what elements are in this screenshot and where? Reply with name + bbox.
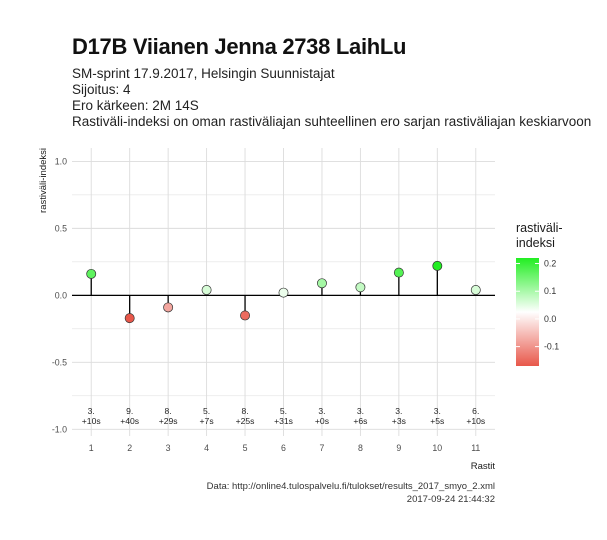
point-label: 3. — [434, 406, 441, 416]
point-label: 3. — [395, 406, 402, 416]
plot-axes: 1.0 0.5 0.0 -0.5 -1.0 1 2 3 4 5 6 7 8 9 10 11 Rastit rast… — [38, 148, 495, 472]
point-label: 8. — [165, 406, 172, 416]
x-tick-label: 11 — [471, 443, 480, 453]
point-label: 5. — [280, 406, 287, 416]
y-tick-label: 0.0 — [55, 290, 67, 300]
point-label: 3. — [357, 406, 364, 416]
point-label: +5s — [430, 416, 444, 426]
point-label: 8. — [241, 406, 248, 416]
x-tick-label: 7 — [320, 443, 325, 453]
legend-tick-label: 0.1 — [544, 286, 556, 296]
legend-colorbar — [516, 258, 539, 366]
subtitle-line-description: Rastiväli-indeksi on oman rastiväliajan … — [72, 114, 592, 129]
y-tick-label: -1.0 — [52, 424, 67, 434]
y-tick-label: 1.0 — [55, 156, 67, 166]
x-tick-label: 5 — [243, 443, 248, 453]
x-axis-title: Rastit — [471, 461, 496, 472]
point-label: +10s — [466, 416, 485, 426]
x-tick-label: 4 — [204, 443, 209, 453]
data-point — [432, 260, 443, 271]
point-label: 5. — [203, 406, 210, 416]
color-legend: rastiväli-indeksi 0.2 0.1 0.0 -0.1 — [516, 221, 563, 366]
data-point — [163, 302, 174, 313]
point-label: 3. — [318, 406, 325, 416]
plot-marks: 3.+10s9.+40s8.+29s5.+7s8.+25s5.+31s3.+0s… — [72, 260, 495, 426]
chart-caption: Data: http://online4.tulospalvelu.fi/tul… — [207, 480, 495, 506]
x-tick-label: 3 — [166, 443, 171, 453]
point-label: +40s — [120, 416, 139, 426]
legend-tick-label: 0.2 — [544, 259, 556, 269]
x-tick-label: 10 — [432, 443, 442, 453]
x-tick-label: 9 — [396, 443, 401, 453]
data-point — [278, 287, 289, 298]
legend-tick-label: 0.0 — [544, 314, 556, 324]
point-label: 3. — [88, 406, 95, 416]
data-point — [317, 278, 327, 289]
caption-source: Data: http://online4.tulospalvelu.fi/tul… — [206, 481, 495, 492]
point-label: +31s — [274, 416, 293, 426]
point-label: 9. — [126, 406, 133, 416]
point-label: +25s — [236, 416, 255, 426]
legend-tick-label: -0.1 — [544, 342, 559, 352]
chart-subtitle: SM-sprint 17.9.2017, Helsingin Suunnista… — [72, 66, 591, 130]
legend-title: rastiväli- — [516, 221, 563, 235]
subtitle-line-event: SM-sprint 17.9.2017, Helsingin Suunnista… — [72, 66, 335, 81]
x-tick-label: 2 — [127, 443, 132, 453]
point-label: 6. — [472, 406, 479, 416]
chart-title: D17B Viianen Jenna 2738 LaihLu — [72, 34, 407, 59]
point-label: +7s — [200, 416, 214, 426]
subtitle-line-placement: Sijoitus: 4 — [72, 82, 131, 97]
data-point — [201, 285, 212, 295]
data-point — [355, 282, 366, 293]
data-point — [86, 268, 97, 279]
subtitle-line-time-behind: Ero kärkeen: 2M 14S — [72, 98, 199, 113]
caption-timestamp: 2017-09-24 21:44:32 — [406, 494, 495, 505]
data-point — [470, 285, 481, 295]
x-tick-label: 6 — [281, 443, 286, 453]
point-label: +29s — [159, 416, 178, 426]
x-tick-label: 8 — [358, 443, 363, 453]
y-tick-label: -0.5 — [52, 357, 67, 367]
point-label: +0s — [315, 416, 329, 426]
data-point — [393, 267, 404, 278]
data-point — [124, 313, 135, 324]
data-point — [240, 310, 250, 321]
point-label: +3s — [392, 416, 406, 426]
x-tick-label: 1 — [89, 443, 94, 453]
y-axis-title: rastiväli-indeksi — [38, 148, 49, 213]
y-tick-label: 0.5 — [55, 223, 67, 233]
point-label: +10s — [82, 416, 101, 426]
point-label: +6s — [353, 416, 367, 426]
legend-title: indeksi — [516, 236, 555, 250]
